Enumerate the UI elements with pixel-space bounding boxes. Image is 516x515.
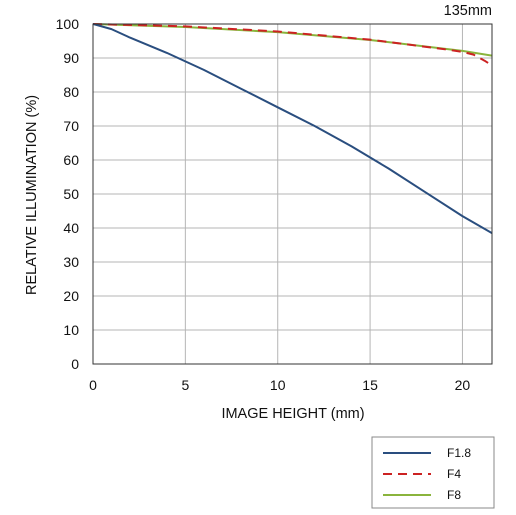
x-axis-title: IMAGE HEIGHT (mm) xyxy=(221,406,364,422)
legend: F1.8 F4 F8 xyxy=(371,436,495,509)
y-tick-label: 100 xyxy=(56,16,80,32)
series-line-f4 xyxy=(93,23,492,67)
tick-labels: 0 10 20 30 40 50 60 70 80 90 100 0 5 10 15 20 xyxy=(56,16,471,393)
y-tick-label: 40 xyxy=(63,220,79,236)
y-tick-label: 50 xyxy=(63,186,79,202)
y-tick-label: 80 xyxy=(63,84,79,100)
legend-label: F1.8 xyxy=(447,446,471,460)
y-tick-label: 0 xyxy=(71,356,79,372)
y-tick-label: 90 xyxy=(63,50,79,66)
y-tick-label: 20 xyxy=(63,288,79,304)
y-axis-title: RELATIVE ILLUMINATION (%) xyxy=(24,95,40,295)
grid xyxy=(92,23,492,365)
x-tick-label: 15 xyxy=(362,377,378,393)
x-tick-label: 5 xyxy=(181,377,189,393)
legend-label: F8 xyxy=(447,488,461,502)
x-tick-label: 20 xyxy=(455,377,471,393)
x-tick-label: 0 xyxy=(89,377,97,393)
y-tick-label: 10 xyxy=(63,322,79,338)
y-tick-label: 60 xyxy=(63,152,79,168)
series-line-f8 xyxy=(93,23,492,57)
y-tick-label: 30 xyxy=(63,254,79,270)
legend-box xyxy=(371,436,495,509)
plot-frame xyxy=(92,23,493,365)
x-tick-label: 10 xyxy=(270,377,286,393)
y-tick-label: 70 xyxy=(63,118,79,134)
series-layer xyxy=(93,23,492,234)
chart-title: 135mm xyxy=(444,3,492,19)
series-line-f1-8 xyxy=(93,23,492,234)
legend-label: F4 xyxy=(447,467,461,481)
